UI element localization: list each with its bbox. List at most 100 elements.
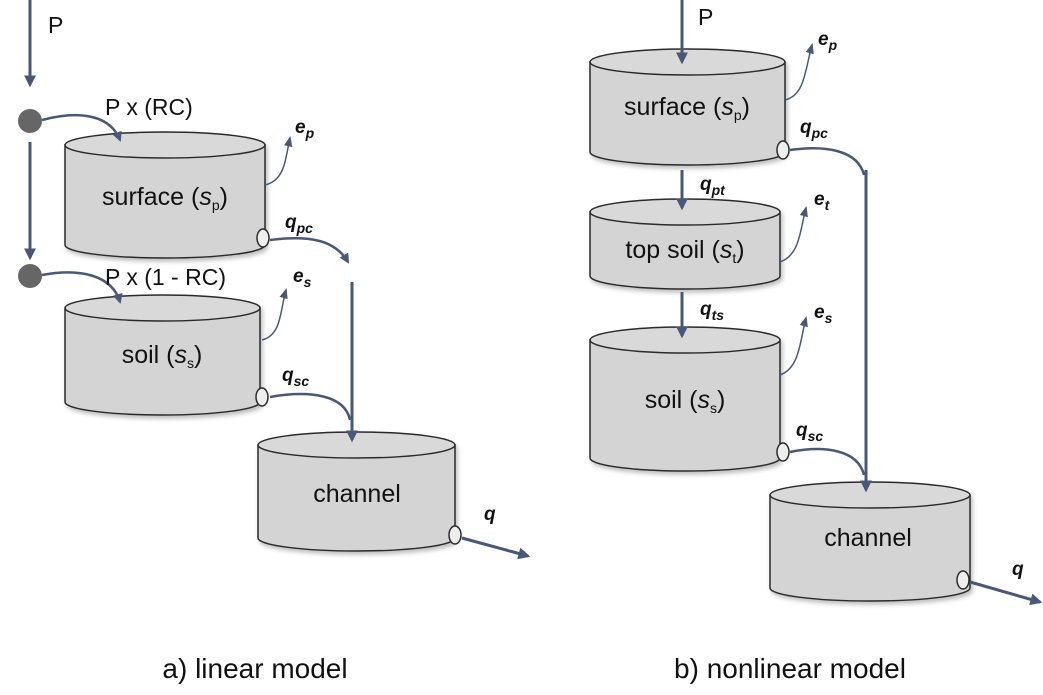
store-label: channel (313, 480, 401, 508)
arrow (969, 580, 1043, 606)
input-label: P x (1 - RC) (105, 264, 226, 290)
text: s (721, 93, 734, 121)
text: t (732, 250, 736, 266)
cylinder-top (769, 481, 971, 509)
cylinder-top (257, 431, 456, 459)
text: e (818, 29, 829, 50)
text: q (700, 299, 712, 320)
text: s (199, 183, 212, 211)
cylinder-body (589, 211, 781, 290)
outlet (255, 387, 269, 407)
splitter (18, 264, 42, 288)
text: top soil ( (625, 236, 720, 264)
text: s (174, 341, 187, 369)
text: p (828, 37, 838, 53)
text: q (285, 212, 297, 233)
flux-label: et (814, 189, 831, 213)
text: s (825, 310, 833, 326)
arrow (779, 205, 808, 263)
text: s (304, 274, 312, 290)
arrow (269, 392, 352, 421)
flux-label: qsc (282, 365, 309, 389)
text: s (710, 400, 717, 416)
cylinder-body (589, 339, 781, 472)
outlet (448, 525, 462, 545)
input-label: P x (RC) (105, 94, 193, 120)
flux-label: qpt (700, 174, 726, 198)
flux-label: qts (700, 299, 724, 323)
text: pc (811, 125, 829, 141)
store-label: soil (ss) (645, 386, 726, 416)
cylinder-body (64, 307, 261, 416)
text: pt (711, 182, 727, 198)
text: ) (736, 236, 744, 264)
arrow (264, 135, 293, 186)
text: t (825, 197, 831, 213)
flux-label: ep (295, 117, 315, 141)
flux-label: qpc (285, 212, 313, 236)
text: q (796, 420, 808, 441)
flux-label: qpc (800, 117, 828, 141)
linear-arrows (18, 0, 531, 560)
store-label: top soil (st) (625, 236, 744, 266)
outlet (956, 570, 970, 590)
nonlinear-arrows (676, 0, 1043, 606)
text: q (700, 174, 712, 195)
flux-label: es (293, 266, 312, 290)
cylinder-top (589, 48, 786, 76)
text: q (800, 117, 812, 138)
text: surface ( (624, 93, 722, 121)
arrow (461, 536, 531, 560)
precip-label: P (698, 4, 713, 30)
cylinder-top (64, 131, 266, 159)
text: soil ( (122, 341, 175, 369)
arrow (41, 113, 122, 142)
arrow (789, 147, 866, 176)
store-cylinder (589, 198, 781, 290)
store-label: surface (sp) (102, 183, 228, 213)
text: e (295, 117, 306, 138)
arrow (784, 42, 814, 101)
splitter (18, 109, 42, 133)
text: s (187, 355, 194, 371)
cylinder-top (589, 326, 781, 354)
precip-label: P (48, 12, 63, 38)
store-label: soil (ss) (122, 341, 203, 371)
flux-label: qsc (796, 420, 823, 444)
flux-label: q (484, 504, 496, 525)
text: p (212, 197, 220, 213)
text: ts (712, 307, 725, 323)
flux-label: q (1012, 559, 1024, 580)
shapes (64, 48, 971, 602)
cylinder-body (769, 494, 971, 602)
cylinder-top (589, 198, 781, 226)
text: pc (296, 220, 314, 236)
text: sc (808, 428, 824, 444)
text: sc (294, 373, 310, 389)
outlet (776, 140, 790, 160)
outlet (776, 442, 790, 462)
store-label: channel (824, 524, 912, 552)
caption: a) linear model (162, 653, 347, 684)
text: q (282, 365, 294, 386)
store-cylinder (589, 48, 786, 166)
outlet (256, 228, 270, 248)
cylinder-body (257, 444, 456, 552)
store-label: surface (sp) (624, 93, 750, 123)
cylinder-top (64, 294, 261, 322)
arrow (261, 287, 288, 341)
text: surface ( (102, 183, 200, 211)
store-cylinder (257, 431, 456, 552)
text: s (720, 236, 733, 264)
text: ) (742, 93, 750, 121)
cylinder-body (64, 144, 266, 259)
arrow (779, 315, 808, 376)
text: p (734, 107, 742, 123)
store-cylinder (589, 326, 781, 472)
text: ) (220, 183, 228, 211)
arrow (269, 237, 350, 264)
text: ) (717, 386, 725, 414)
text: e (293, 266, 304, 287)
text: soil ( (645, 386, 698, 414)
